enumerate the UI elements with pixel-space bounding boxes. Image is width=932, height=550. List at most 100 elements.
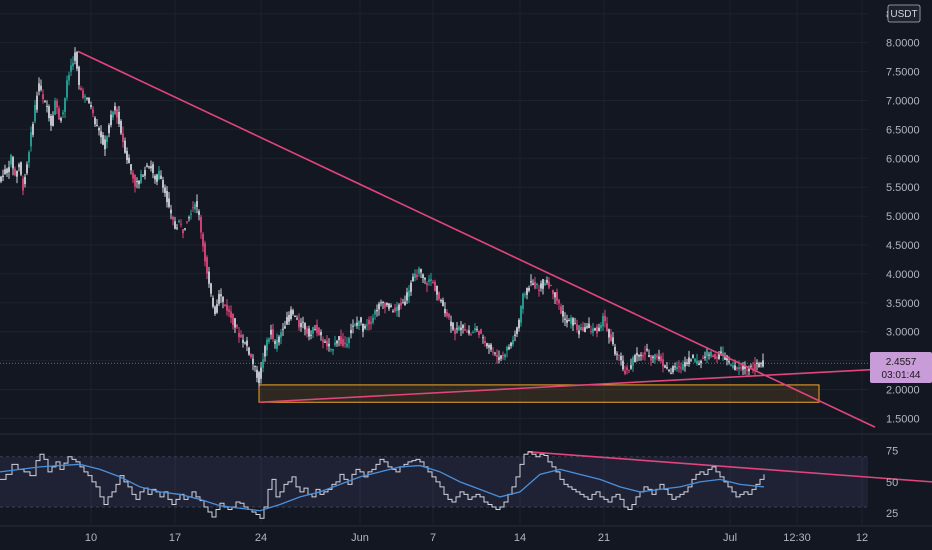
candle-body (532, 283, 534, 286)
candle-body (256, 369, 258, 378)
candle-body (374, 310, 376, 315)
candle-body (32, 124, 34, 135)
candle-body (732, 365, 734, 368)
candle-body (456, 328, 458, 330)
candle-body (506, 347, 508, 351)
candle-body (100, 131, 102, 138)
candle-body (432, 281, 434, 284)
candle-body (352, 325, 354, 327)
candle-body (530, 281, 532, 283)
candle-body (534, 281, 536, 289)
support-zone (258, 384, 820, 403)
candle-body (114, 106, 116, 111)
candle-body (582, 327, 584, 331)
candle-body (564, 318, 566, 320)
candle-body (378, 303, 380, 310)
candle-body (334, 342, 336, 346)
candle-body (436, 285, 438, 295)
candle-body (566, 320, 568, 323)
candle-body (382, 301, 384, 303)
candle-body (234, 318, 236, 328)
candle-body (86, 98, 88, 100)
candle-body (154, 175, 156, 180)
candle-body (322, 339, 324, 343)
candle-body (146, 165, 148, 167)
candle-body (504, 354, 506, 358)
candle-body (708, 354, 710, 356)
candle-body (430, 279, 432, 281)
candle-body (706, 348, 708, 357)
candle-body (326, 340, 328, 347)
candle-body (232, 313, 234, 326)
candle-body (346, 343, 348, 347)
candle-body (468, 330, 470, 334)
candle-body (296, 318, 298, 320)
candle-body (184, 228, 186, 230)
candle-body (596, 326, 598, 334)
candle-body (434, 281, 436, 292)
candle-body (308, 328, 310, 337)
candle-body (160, 175, 162, 179)
candle-body (48, 106, 50, 119)
candle-body (190, 213, 192, 215)
candle-body (674, 366, 676, 368)
candle-body (340, 336, 342, 344)
time-tick-label: 14 (514, 532, 526, 544)
trendlines[interactable] (77, 50, 932, 483)
candle-body (370, 321, 372, 324)
price-tick-label: 6.5000 (886, 124, 920, 136)
candle-body (446, 312, 448, 317)
candle-body (304, 322, 306, 330)
candle-body (738, 367, 740, 369)
candle-body (130, 164, 132, 171)
candle-body (662, 359, 664, 367)
candle-body (540, 283, 542, 289)
time-tick-label: 7 (430, 532, 436, 544)
candle-body (642, 355, 644, 357)
candle-body (54, 100, 56, 115)
candle-body (682, 364, 684, 370)
candle-body (606, 323, 608, 332)
candle-body (310, 334, 312, 336)
candle-body (502, 355, 504, 357)
candle-body (536, 283, 538, 285)
candle-body (264, 346, 266, 357)
rsi-tick-label: 25 (886, 508, 898, 520)
candle-body (58, 108, 60, 120)
candle-body (80, 88, 82, 91)
candle-body (570, 317, 572, 324)
candle-body (508, 347, 510, 350)
candle-body (178, 221, 180, 223)
candle-body (106, 136, 108, 142)
candle-body (608, 329, 610, 338)
candle-body (16, 170, 18, 177)
candle-body (700, 360, 702, 364)
currency-badge[interactable]: USDT (887, 4, 921, 23)
price-tick-label: 8.0000 (886, 38, 920, 50)
candle-body (40, 85, 42, 90)
candle-body (214, 306, 216, 314)
candle-body (202, 234, 204, 247)
candle-body (492, 351, 494, 353)
candle-body (274, 341, 276, 344)
candle-body (418, 268, 420, 274)
price-tick-label: 6.0000 (886, 153, 920, 165)
candle-body (576, 324, 578, 330)
time-tick-label: Jun (351, 532, 369, 544)
candle-body (288, 315, 290, 322)
candle-body (730, 364, 732, 366)
candle-body (356, 322, 358, 326)
candle-body (230, 311, 232, 318)
candle-body (348, 337, 350, 344)
candle-body (592, 328, 594, 333)
candle-body (242, 339, 244, 343)
candle-body (602, 315, 604, 327)
candle-body (266, 339, 268, 351)
candle-body (170, 209, 172, 214)
candle-body (248, 347, 250, 355)
candle-body (358, 320, 360, 326)
candle-body (524, 294, 526, 296)
candle-body (62, 112, 64, 115)
candle-body (166, 191, 168, 203)
